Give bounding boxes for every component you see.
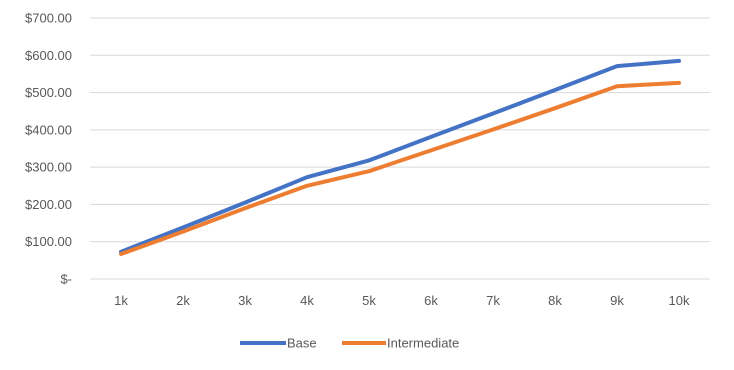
y-tick-label: $-: [60, 272, 72, 287]
legend-label-intermediate: Intermediate: [387, 336, 459, 351]
y-tick-label: $100.00: [25, 234, 72, 249]
y-tick-label: $700.00: [25, 11, 72, 26]
y-tick-label: $200.00: [25, 197, 72, 212]
y-axis-tick-labels: $- $100.00 $200.00 $300.00 $400.00 $500.00 $60…: [25, 11, 72, 287]
legend: Base Intermediate: [240, 336, 459, 351]
series-line-base: [119, 58, 681, 254]
x-axis-tick-labels: 1k 2k 3k 4k 5k 6k 7k 8k 9k 10k: [114, 293, 690, 308]
x-tick-label: 1k: [114, 293, 128, 308]
x-tick-label: 10k: [669, 293, 690, 308]
x-tick-label: 2k: [176, 293, 190, 308]
series-line-intermediate: [119, 80, 681, 256]
x-tick-label: 4k: [300, 293, 314, 308]
y-tick-label: $300.00: [25, 160, 72, 175]
legend-label-base: Base: [287, 336, 317, 351]
x-tick-label: 8k: [548, 293, 562, 308]
x-tick-label: 6k: [424, 293, 438, 308]
x-tick-label: 3k: [238, 293, 252, 308]
x-tick-label: 7k: [486, 293, 500, 308]
y-tick-label: $500.00: [25, 85, 72, 100]
gridlines: [90, 17, 710, 280]
y-tick-label: $600.00: [25, 48, 72, 63]
y-tick-label: $400.00: [25, 122, 72, 137]
series-lines: [119, 58, 681, 256]
x-tick-label: 9k: [610, 293, 624, 308]
x-tick-label: 5k: [362, 293, 376, 308]
